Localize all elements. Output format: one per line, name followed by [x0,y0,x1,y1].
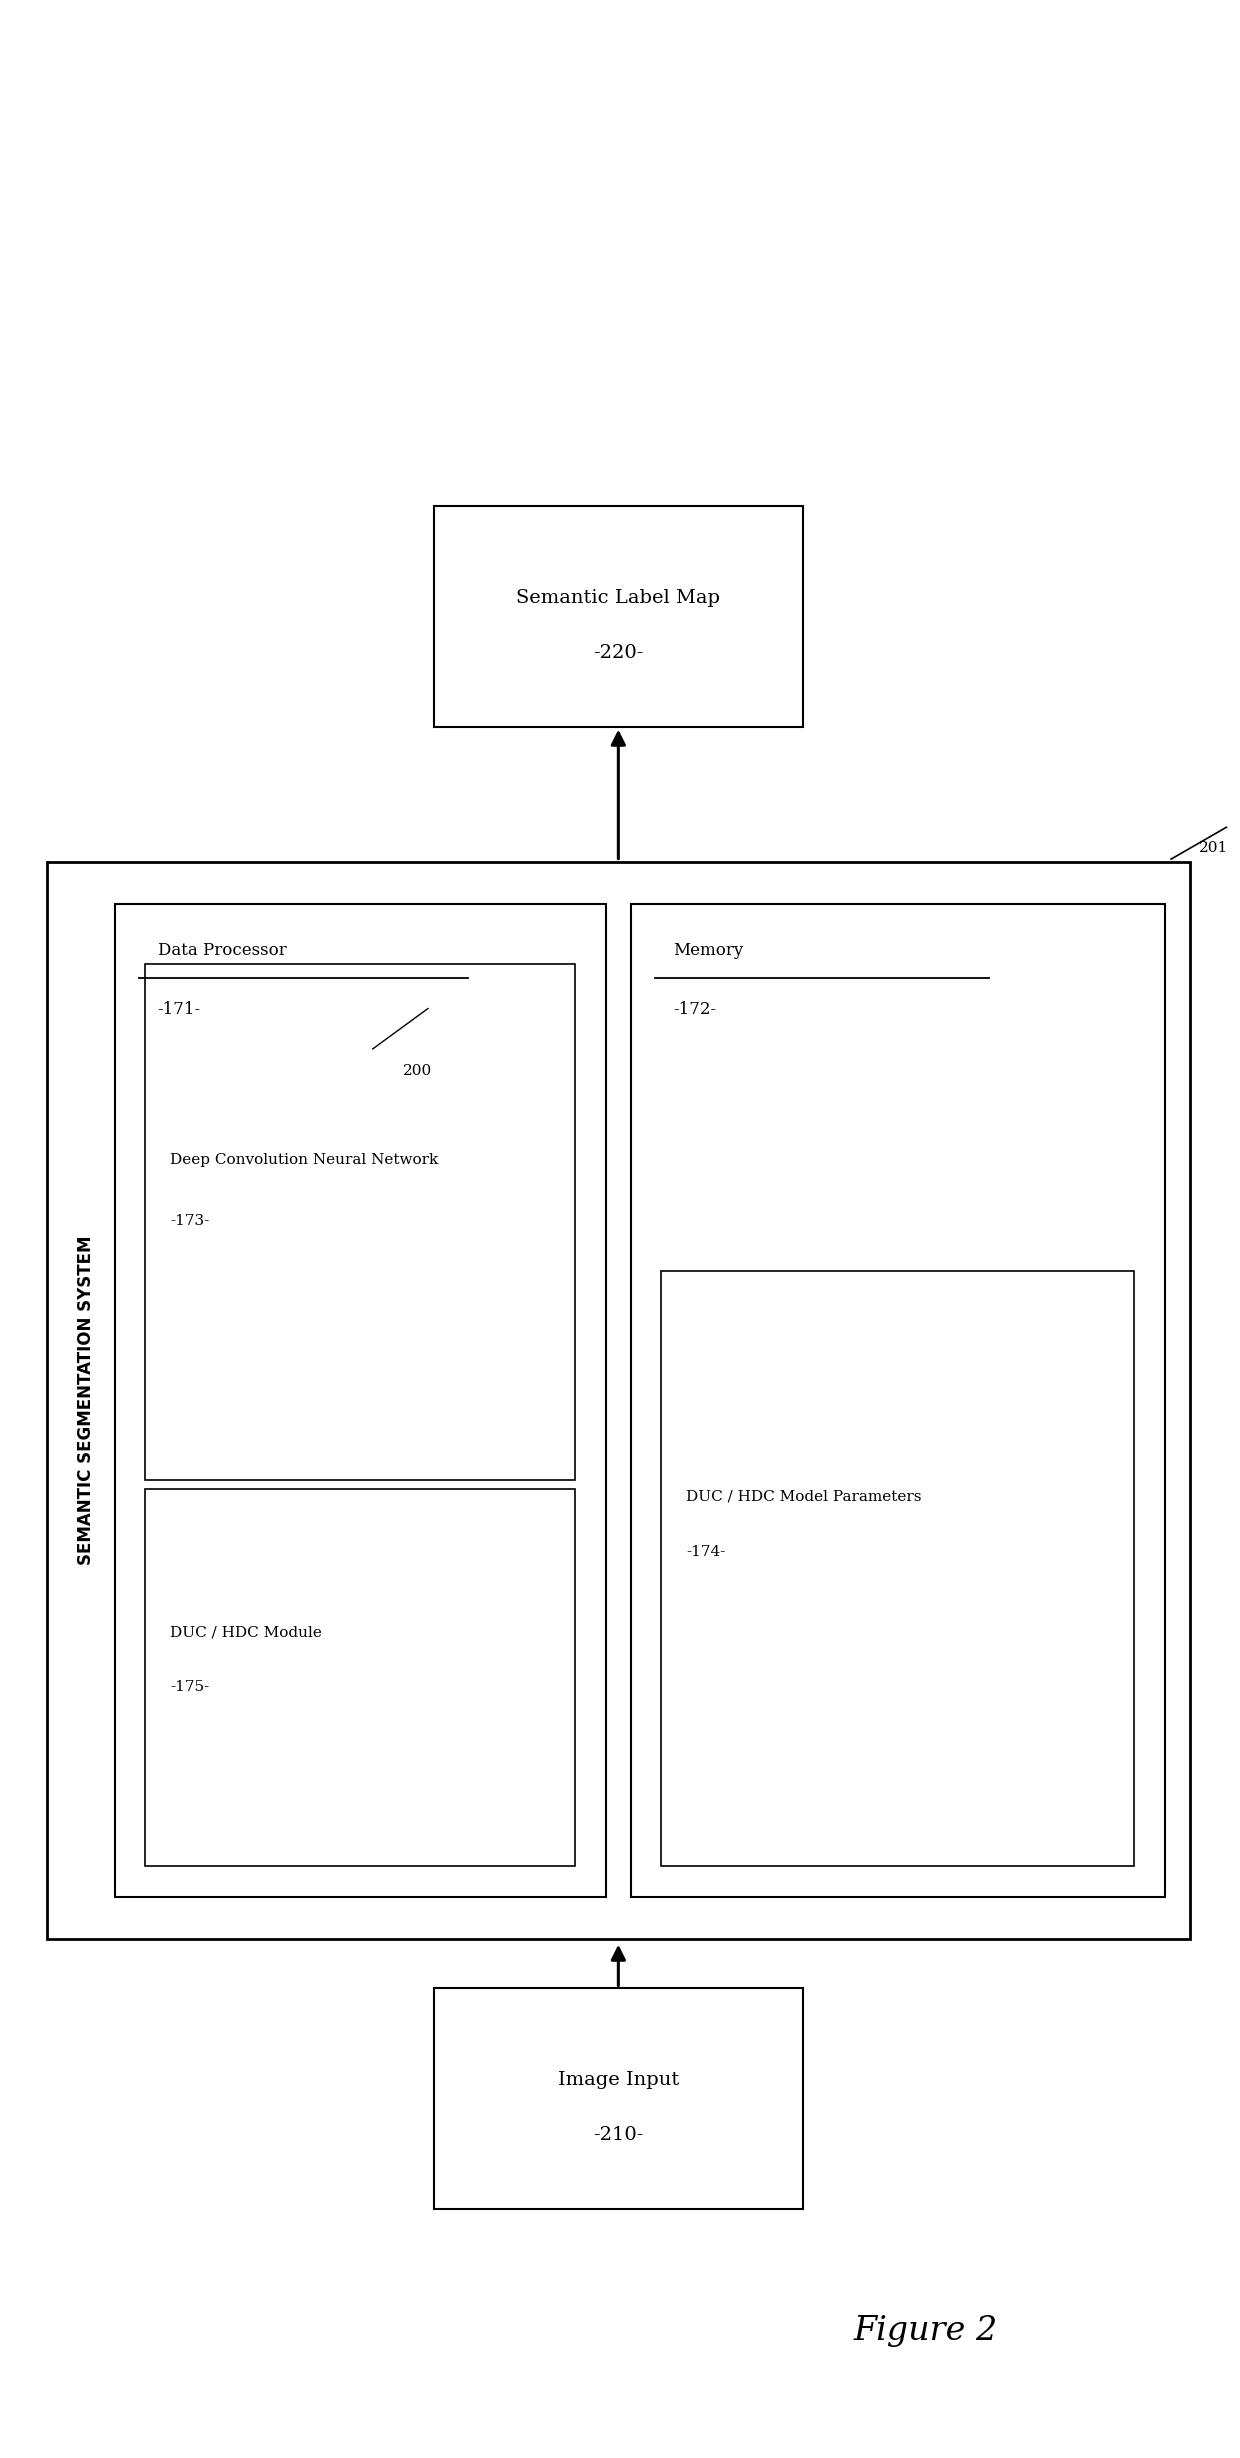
Text: -175-: -175- [170,1681,210,1694]
Bar [661,1271,1135,1866]
Text: Figure 2: Figure 2 [853,2315,997,2347]
Text: 200: 200 [403,1064,433,1077]
Text: Image Input: Image Input [558,2072,680,2089]
Bar [115,905,606,1898]
Text: Memory: Memory [673,941,744,959]
Bar [434,506,802,728]
Text: -174-: -174- [686,1546,725,1558]
Text: -171-: -171- [157,1000,201,1018]
Bar [631,905,1164,1898]
Text: DUC / HDC Module: DUC / HDC Module [170,1625,322,1639]
Text: Deep Convolution Neural Network: Deep Convolution Neural Network [170,1153,438,1168]
Text: -172-: -172- [673,1000,717,1018]
Text: DUC / HDC Model Parameters: DUC / HDC Model Parameters [686,1490,921,1504]
Text: Semantic Label Map: Semantic Label Map [516,590,720,607]
Text: -210-: -210- [593,2126,644,2143]
Text: 201: 201 [1199,841,1229,855]
Bar [145,964,575,1480]
Bar [434,1989,802,2210]
Text: SEMANTIC SEGMENTATION SYSTEM: SEMANTIC SEGMENTATION SYSTEM [77,1236,95,1566]
Bar [47,863,1189,1939]
Text: -220-: -220- [593,644,644,661]
Text: -173-: -173- [170,1214,210,1229]
Bar [145,1490,575,1866]
Text: Data Processor: Data Processor [157,941,286,959]
